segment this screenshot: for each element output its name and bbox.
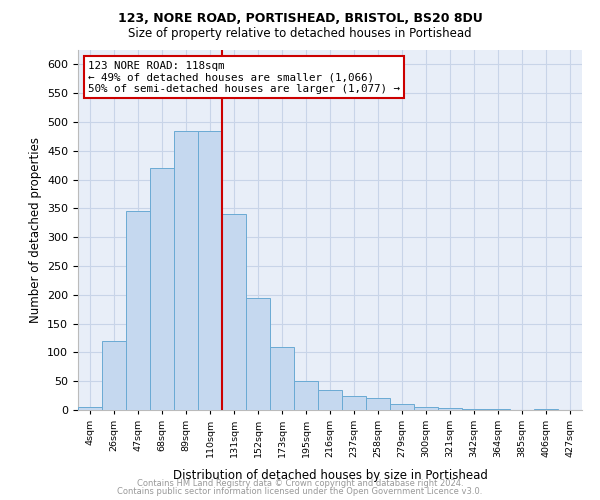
Bar [78, 407, 102, 410]
Text: 123, NORE ROAD, PORTISHEAD, BRISTOL, BS20 8DU: 123, NORE ROAD, PORTISHEAD, BRISTOL, BS2… [118, 12, 482, 26]
Text: Contains public sector information licensed under the Open Government Licence v3: Contains public sector information licen… [118, 487, 482, 496]
Bar [222, 214, 246, 410]
Bar [438, 408, 462, 410]
Bar [198, 130, 222, 410]
Bar [462, 409, 486, 410]
Bar [174, 130, 198, 410]
Bar [414, 407, 438, 410]
Bar [342, 396, 366, 410]
Bar [366, 398, 390, 410]
Bar [102, 341, 126, 410]
Text: Contains HM Land Registry data © Crown copyright and database right 2024.: Contains HM Land Registry data © Crown c… [137, 478, 463, 488]
X-axis label: Distribution of detached houses by size in Portishead: Distribution of detached houses by size … [173, 468, 487, 481]
Bar [150, 168, 174, 410]
Text: 123 NORE ROAD: 118sqm
← 49% of detached houses are smaller (1,066)
50% of semi-d: 123 NORE ROAD: 118sqm ← 49% of detached … [88, 61, 400, 94]
Bar [294, 381, 318, 410]
Text: Size of property relative to detached houses in Portishead: Size of property relative to detached ho… [128, 28, 472, 40]
Bar [486, 409, 510, 410]
Bar [390, 404, 414, 410]
Bar [126, 212, 150, 410]
Bar [270, 346, 294, 410]
Bar [318, 390, 342, 410]
Bar [246, 298, 270, 410]
Bar [534, 409, 558, 410]
Y-axis label: Number of detached properties: Number of detached properties [29, 137, 41, 323]
